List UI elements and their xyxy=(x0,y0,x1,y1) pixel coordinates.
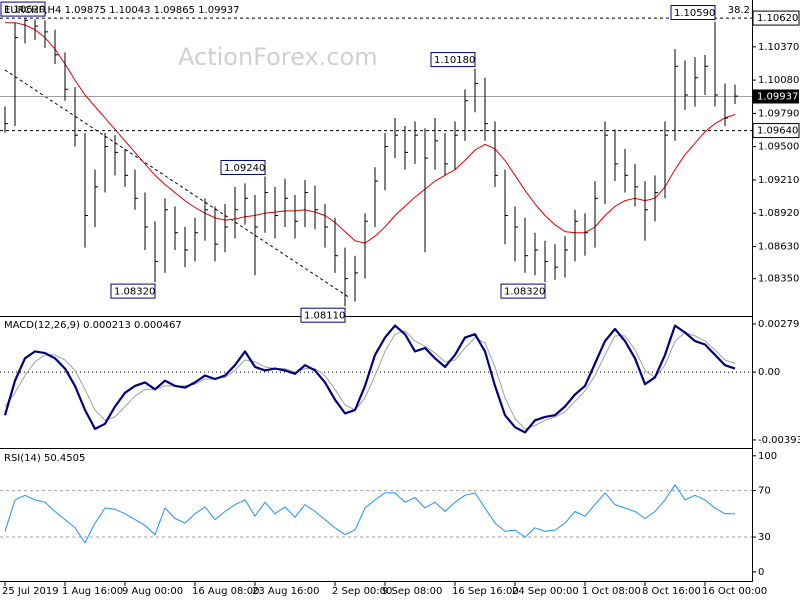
x-tick-label: 16 Oct 00:00 xyxy=(702,586,767,597)
chart-title: EURCHF,H4 1.09875 1.10043 1.09865 1.0993… xyxy=(4,5,240,16)
annotation-box xyxy=(500,283,546,299)
indicator-title: RSI(14) 50.4505 xyxy=(4,453,85,464)
y-tick-label: -0.003938 xyxy=(758,435,800,446)
level-box xyxy=(752,123,800,139)
signal-line xyxy=(4,330,736,430)
last-price-box xyxy=(753,89,799,104)
x-tick-label: 9 Aug 00:00 xyxy=(122,586,183,597)
x-tick-label: 2 Sep 00:00 xyxy=(332,586,392,597)
x-tick-label: 8 Oct 16:00 xyxy=(642,586,701,597)
annotation-box xyxy=(670,5,716,21)
annotation-box xyxy=(300,307,346,323)
annotation-label: 1.10180 xyxy=(434,55,475,66)
level-label: 1.09640 xyxy=(757,126,798,137)
x-tick-label: 23 Aug 16:00 xyxy=(252,586,319,597)
annotation-box xyxy=(0,1,46,17)
x-tick-label: 24 Sep 00:00 xyxy=(512,586,579,597)
x-tick-label: 16 Aug 08:00 xyxy=(192,586,259,597)
y-tick-label: 100 xyxy=(758,451,777,462)
x-tick-label: 1 Oct 08:00 xyxy=(582,586,641,597)
y-tick-label: 1.09500 xyxy=(758,142,799,153)
last-price-label: 1.09937 xyxy=(757,91,798,102)
corner-text: 38.2 xyxy=(728,5,750,16)
y-tick-label: 0.002793 xyxy=(758,319,800,330)
x-tick-label: 16 Sep 16:00 xyxy=(452,586,519,597)
y-tick-label: 1.10370 xyxy=(758,42,799,53)
y-tick-label: 70 xyxy=(758,486,771,497)
level-label: 1.10620 xyxy=(757,13,798,24)
annotation-label: 1.08320 xyxy=(504,287,545,298)
macd-line xyxy=(3,324,736,434)
y-tick-label: 30 xyxy=(758,532,771,543)
annotation-label: 1.10620 xyxy=(4,5,45,16)
trend-line xyxy=(4,69,351,299)
y-tick-label: 1.09210 xyxy=(758,175,799,186)
y-tick-label: 0.00 xyxy=(758,367,780,378)
watermark: ActionForex.com xyxy=(178,43,378,71)
y-tick-label: 1.08350 xyxy=(758,274,799,285)
y-tick-label: 0 xyxy=(758,567,764,578)
rsi-line xyxy=(4,484,735,544)
annotation-box xyxy=(220,159,266,175)
x-tick-label: 9 Sep 08:00 xyxy=(382,586,442,597)
annotation-label: 1.08110 xyxy=(304,311,345,322)
y-tick-label: 1.08630 xyxy=(758,242,799,253)
moving-average xyxy=(5,22,736,244)
indicator-title: MACD(12,26,9) 0.000213 0.000467 xyxy=(4,320,182,331)
annotation-box xyxy=(430,52,476,68)
y-tick-label: 1.09790 xyxy=(758,108,799,119)
x-tick-label: 1 Aug 16:00 xyxy=(62,586,123,597)
annotation-label: 1.08320 xyxy=(114,287,155,298)
annotation-box xyxy=(110,283,156,299)
annotation-label: 1.10590 xyxy=(674,8,715,19)
x-tick-label: 25 Jul 2019 xyxy=(2,586,59,597)
y-tick-label: 1.08920 xyxy=(758,208,799,219)
level-box xyxy=(752,10,800,26)
annotation-label: 1.09240 xyxy=(224,163,265,174)
y-tick-label: 1.10080 xyxy=(758,75,799,86)
